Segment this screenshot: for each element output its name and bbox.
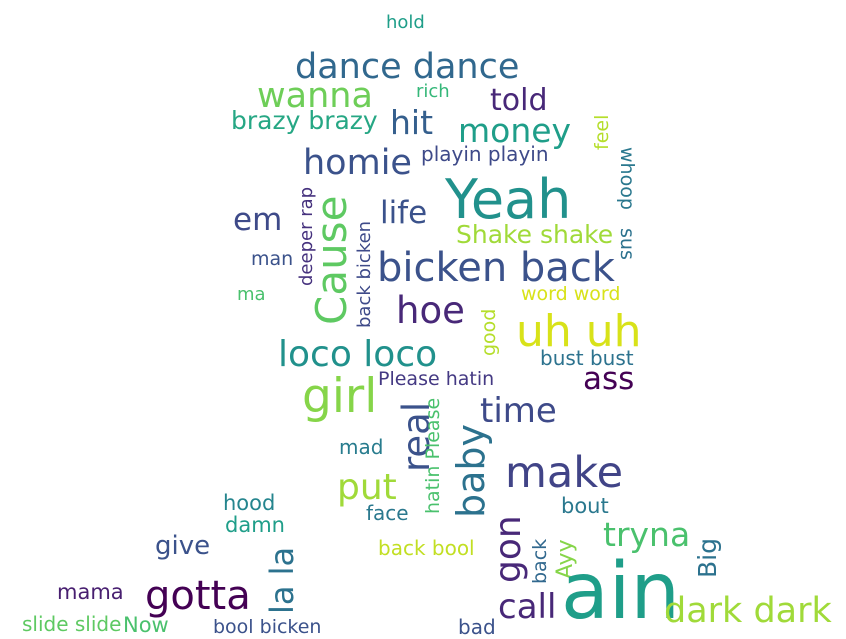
word-now: Now [123, 613, 169, 637]
word-gotta: gotta [145, 573, 251, 619]
word-man: man [251, 248, 294, 270]
word-back: back [529, 538, 551, 584]
word-back-bool: back bool [378, 536, 475, 560]
word-yeah: Yeah [445, 168, 572, 231]
word-rich: rich [416, 81, 450, 102]
word-mama: mama [57, 580, 124, 604]
word-tryna: tryna [603, 515, 691, 554]
word-bicken-back: bicken back [377, 245, 615, 291]
word-dark-dark: dark dark [664, 591, 832, 631]
word-homie: homie [303, 143, 412, 183]
word-loco-loco: loco loco [278, 334, 438, 375]
word-time: time [480, 391, 557, 431]
word-slide-slide: slide slide [22, 612, 122, 636]
word-gon: gon [488, 515, 529, 583]
word-word-word: word word [521, 283, 621, 305]
word-bad: bad [458, 615, 496, 639]
word-money: money [458, 111, 572, 150]
word-girl: girl [302, 369, 378, 424]
word-give: give [155, 531, 211, 561]
word-bust-bust: bust bust [540, 346, 634, 370]
word-baby: baby [449, 423, 493, 518]
word-life: life [380, 195, 428, 231]
word-back-bicken: back bicken [354, 220, 375, 328]
word-make: make [505, 448, 624, 498]
word-brazy-brazy: brazy brazy [231, 106, 378, 135]
word-told: told [490, 83, 548, 118]
word-feel: feel [591, 114, 613, 150]
word-uh-uh: uh uh [516, 306, 642, 357]
word-dance-dance: dance dance [295, 47, 520, 87]
word-hoe: hoe [396, 289, 465, 332]
word-cause: Cause [307, 195, 356, 325]
word-wanna: wanna [257, 76, 373, 116]
word-good: good [478, 308, 500, 356]
word-sus: sus [616, 228, 638, 260]
word-hit: hit [390, 103, 434, 142]
word-em: em [233, 202, 283, 238]
word-big: Big [693, 538, 722, 578]
word-hatin-please: hatin Please [422, 397, 444, 514]
word-mad: mad [339, 435, 384, 459]
word-call: call [498, 587, 557, 627]
word-ma: ma [237, 284, 266, 305]
word-damn: damn [225, 513, 285, 537]
word-bool-bicken: bool bicken [213, 616, 322, 638]
word-put: put [337, 467, 397, 508]
word-please-hatin: Please hatin [378, 368, 495, 390]
word-la-la: la la [263, 546, 301, 614]
word-ass: ass [583, 361, 635, 397]
word-hold: hold [386, 12, 425, 33]
word-face: face [366, 501, 409, 525]
word-playin-playin: playin playin [421, 142, 549, 166]
word-whoop: whoop [616, 147, 638, 210]
word-shake-shake: Shake shake [456, 220, 614, 249]
word-ain: ain [561, 547, 680, 637]
word-bout: bout [561, 494, 609, 518]
word-hood: hood [223, 491, 276, 515]
